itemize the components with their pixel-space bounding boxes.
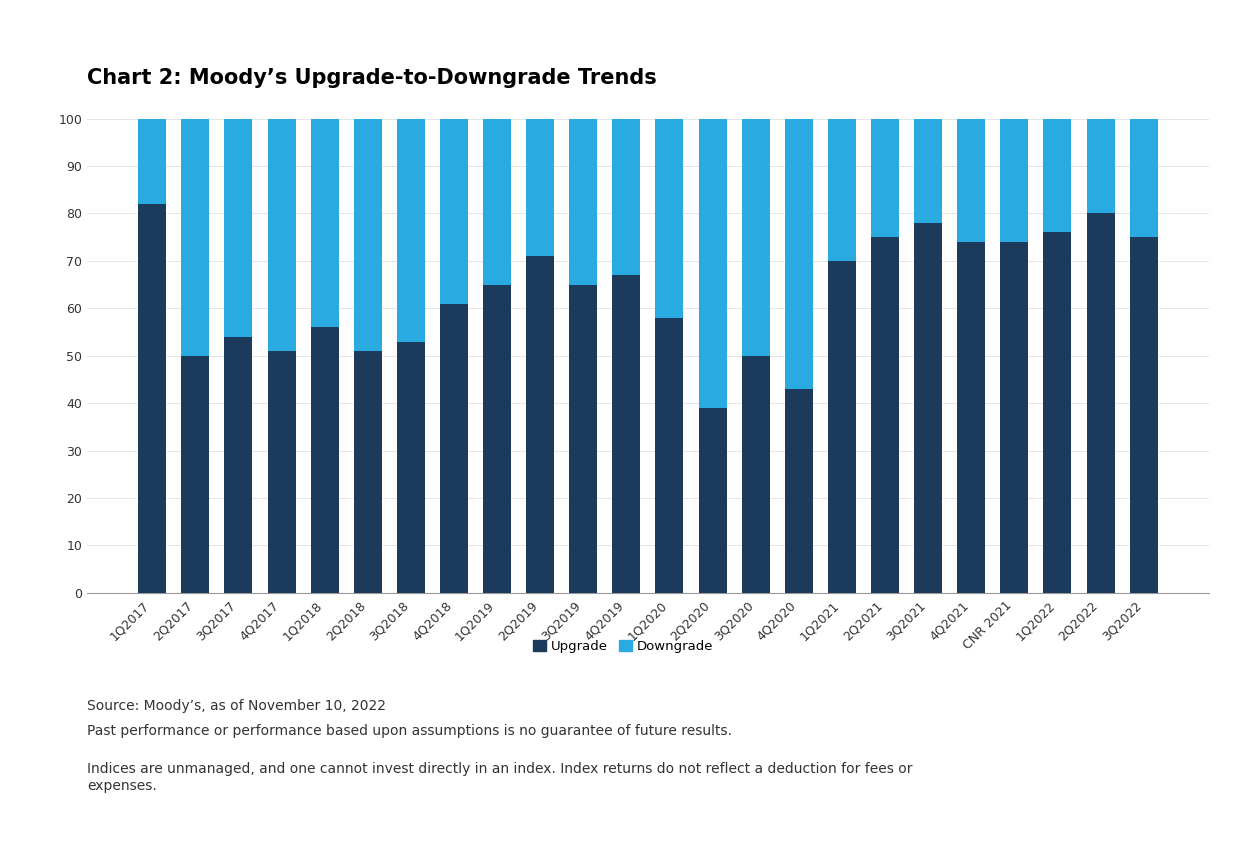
Bar [569, 119, 597, 285]
Bar [569, 285, 597, 593]
Bar [699, 119, 726, 408]
Bar [612, 275, 640, 593]
Bar [655, 318, 684, 593]
Bar [224, 119, 253, 337]
Legend: Upgrade, Downgrade: Upgrade, Downgrade [527, 634, 719, 658]
Bar [741, 356, 770, 593]
Bar [182, 119, 209, 356]
Bar [957, 119, 986, 242]
Bar [915, 223, 942, 593]
Bar [827, 261, 856, 593]
Bar [699, 408, 726, 593]
Bar [957, 242, 986, 593]
Bar [483, 285, 511, 593]
Bar [1001, 242, 1028, 593]
Bar [612, 119, 640, 275]
Bar [440, 119, 468, 303]
Bar [396, 119, 425, 341]
Bar [526, 119, 554, 256]
Bar [655, 119, 684, 318]
Bar [354, 119, 381, 351]
Bar [1087, 119, 1114, 213]
Bar [138, 119, 166, 204]
Bar [1130, 237, 1158, 593]
Bar [785, 119, 812, 389]
Bar [1001, 119, 1028, 242]
Bar [871, 119, 900, 237]
Bar [182, 356, 209, 593]
Bar [526, 256, 554, 593]
Bar [1087, 213, 1114, 593]
Bar [268, 119, 295, 351]
Bar [440, 303, 468, 593]
Bar [268, 351, 295, 593]
Text: Source: Moody’s, as of November 10, 2022: Source: Moody’s, as of November 10, 2022 [87, 699, 386, 713]
Bar [741, 119, 770, 356]
Bar [310, 327, 339, 593]
Text: Chart 2: Moody’s Upgrade-to-Downgrade Trends: Chart 2: Moody’s Upgrade-to-Downgrade Tr… [87, 68, 657, 88]
Bar [396, 341, 425, 593]
Bar [785, 389, 812, 593]
Text: Past performance or performance based upon assumptions is no guarantee of future: Past performance or performance based up… [87, 724, 733, 739]
Bar [354, 351, 381, 593]
Bar [1130, 119, 1158, 237]
Bar [1043, 119, 1072, 232]
Bar [1043, 232, 1072, 593]
Bar [138, 204, 166, 593]
Bar [310, 119, 339, 327]
Bar [483, 119, 511, 285]
Bar [915, 119, 942, 223]
Text: Indices are unmanaged, and one cannot invest directly in an index. Index returns: Indices are unmanaged, and one cannot in… [87, 762, 913, 793]
Bar [871, 237, 900, 593]
Bar [224, 337, 253, 593]
Bar [827, 119, 856, 261]
